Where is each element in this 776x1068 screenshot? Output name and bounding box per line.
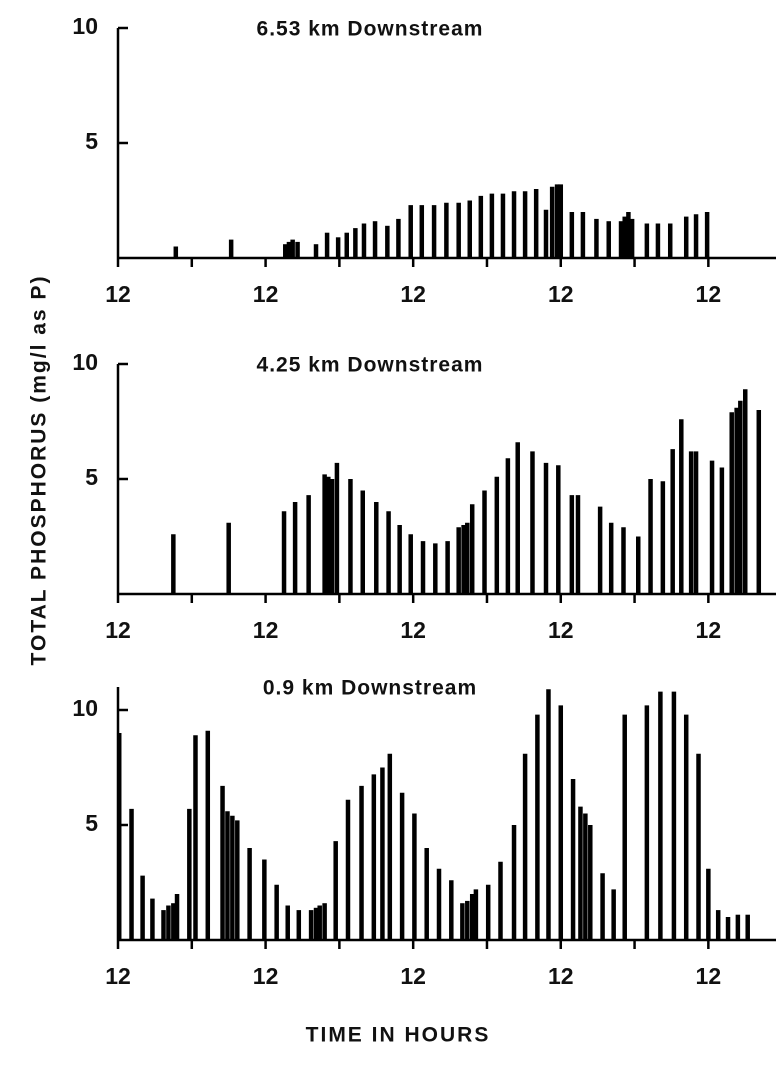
x-tick-label: 12 <box>548 617 574 643</box>
x-tick-label: 12 <box>696 963 722 989</box>
x-tick-label: 12 <box>696 281 722 307</box>
x-tick-label: 12 <box>105 617 131 643</box>
panel-title: 0.9 km Downstream <box>263 677 477 700</box>
x-tick-label: 12 <box>400 617 426 643</box>
panel-title: 6.53 km Downstream <box>257 18 484 41</box>
x-tick-label: 12 <box>696 617 722 643</box>
y-tick-label: 10 <box>72 13 98 39</box>
x-tick-label: 12 <box>548 281 574 307</box>
panel-title: 4.25 km Downstream <box>257 354 484 377</box>
x-axis-label: TIME IN HOURS <box>306 1024 491 1047</box>
x-tick-label: 12 <box>400 963 426 989</box>
y-tick-label: 5 <box>85 128 98 154</box>
x-tick-label: 12 <box>105 281 131 307</box>
x-tick-label: 12 <box>253 617 279 643</box>
x-tick-label: 12 <box>105 963 131 989</box>
x-tick-label: 12 <box>253 281 279 307</box>
y-tick-label: 5 <box>85 464 98 490</box>
y-tick-label: 10 <box>72 695 98 721</box>
x-tick-label: 12 <box>400 281 426 307</box>
x-tick-label: 12 <box>253 963 279 989</box>
x-tick-label: 12 <box>548 963 574 989</box>
y-axis-label: TOTAL PHOSPHORUS (mg/l as P) <box>28 275 51 666</box>
y-tick-label: 10 <box>72 349 98 375</box>
y-tick-label: 5 <box>85 810 98 836</box>
